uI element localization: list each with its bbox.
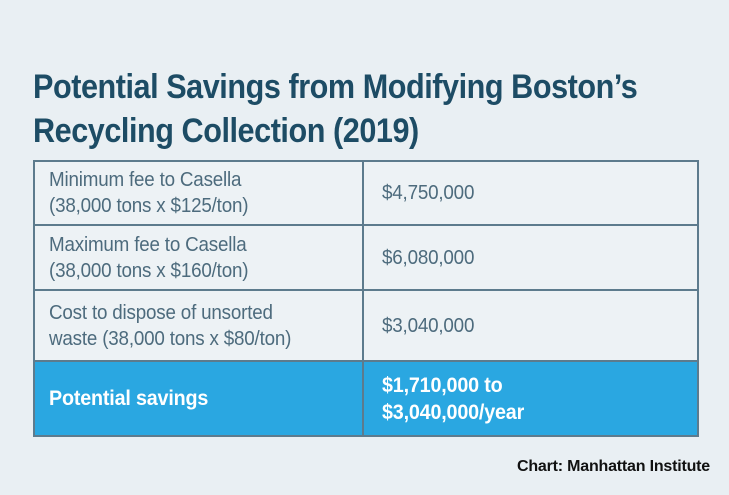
label-line: Potential savings	[49, 387, 209, 410]
row-value-text: $1,710,000 to $3,040,000/year	[382, 372, 524, 426]
row-value-text: $4,750,000	[382, 180, 474, 206]
row-value-cell: $6,080,000	[364, 226, 697, 289]
chart-credit: Chart: Manhattan Institute	[516, 458, 710, 475]
table-row-unsorted-disposal-cost: Cost to dispose of unsorted waste (38,00…	[35, 289, 697, 360]
row-value-text: $3,040,000	[382, 313, 474, 339]
row-label-cell: Potential savings	[35, 362, 364, 435]
row-value-cell: $4,750,000	[364, 162, 697, 224]
label-line: Maximum fee to Casella	[49, 233, 247, 256]
savings-table: Minimum fee to Casella (38,000 tons x $1…	[33, 160, 699, 437]
row-label-text: Potential savings	[49, 385, 208, 412]
row-label-cell: Maximum fee to Casella (38,000 tons x $1…	[35, 226, 364, 289]
row-label-text: Cost to dispose of unsorted waste (38,00…	[49, 300, 291, 352]
label-line: (38,000 tons x $125/ton)	[49, 195, 249, 217]
label-line: Minimum fee to Casella	[49, 169, 242, 191]
page-title-line-2: Recycling Collection (2019)	[33, 111, 419, 150]
label-line: waste (38,000 tons x $80/ton)	[49, 327, 292, 350]
row-value-text: $6,080,000	[382, 245, 474, 271]
row-value-cell: $1,710,000 to $3,040,000/year	[364, 362, 697, 435]
page-title-line-1: Potential Savings from Modifying Boston’…	[33, 67, 638, 106]
value-line: $6,080,000	[382, 246, 475, 269]
table-row-minimum-fee: Minimum fee to Casella (38,000 tons x $1…	[35, 162, 697, 224]
row-value-cell: $3,040,000	[364, 291, 697, 360]
row-label-cell: Cost to dispose of unsorted waste (38,00…	[35, 291, 364, 360]
row-label-text: Maximum fee to Casella (38,000 tons x $1…	[49, 232, 248, 284]
row-label-cell: Minimum fee to Casella (38,000 tons x $1…	[35, 162, 364, 224]
label-line: Cost to dispose of unsorted	[49, 301, 273, 324]
value-line: $1,710,000 to	[382, 373, 503, 397]
value-line: $3,040,000	[382, 314, 475, 337]
table-row-maximum-fee: Maximum fee to Casella (38,000 tons x $1…	[35, 224, 697, 289]
label-line: (38,000 tons x $160/ton)	[49, 259, 249, 282]
value-line: $4,750,000	[382, 182, 475, 204]
value-line: $3,040,000/year	[382, 400, 525, 424]
row-label-text: Minimum fee to Casella (38,000 tons x $1…	[49, 167, 248, 219]
table-row-potential-savings: Potential savings $1,710,000 to $3,040,0…	[35, 360, 697, 435]
page-title: Potential Savings from Modifying Boston’…	[33, 65, 717, 153]
